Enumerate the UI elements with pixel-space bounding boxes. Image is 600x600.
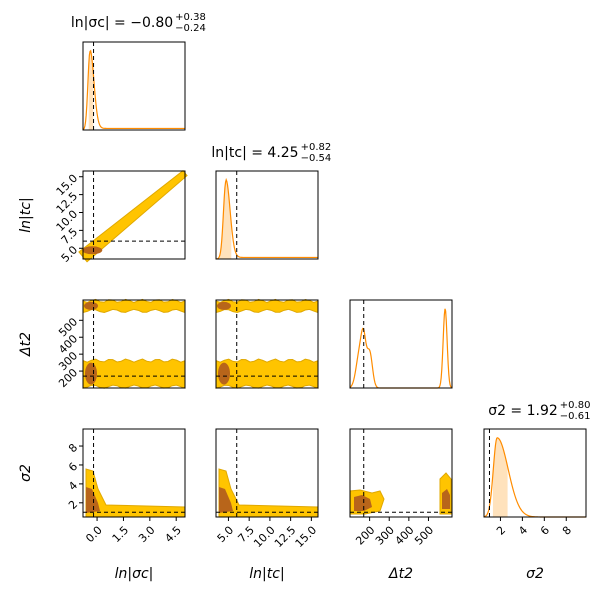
panel-frame [215,428,319,518]
x-tick-label: 0.0 [83,524,105,546]
title-text: ln|tc| = 4.25 [211,145,298,161]
x-tick-label: 4 [516,524,530,538]
contour-inner-bottom [218,362,230,385]
panel-title-ln_sigma_c: ln|σc| = −0.80 +0.38−0.24 [71,12,206,34]
panel-frame [82,170,186,260]
contour-panel-ln_t_c-vs-ln_sigma_c [78,169,188,263]
contour-outer-bottom [215,358,319,389]
x-tick-label: 2 [494,524,508,538]
contour-outer [218,468,319,518]
x-tick-label: 6 [538,524,552,538]
marginal-panel-sigma_2 [483,428,587,518]
contour-outer-top [215,298,319,314]
title-err-minus: −0.54 [301,153,332,164]
title-err-minus: −0.24 [175,23,206,34]
y-tick-label: 8 [66,441,80,455]
contour-panel-delta_t2-vs-ln_sigma_c [82,298,186,389]
panel-title-sigma_2: σ2 = 1.92 +0.80−0.61 [488,400,590,422]
x-axis-label: Δt2 [388,566,413,582]
panel-frame [349,428,453,518]
contour-inner [86,487,100,513]
panel-frame [349,299,453,389]
marginal-density-line [82,49,185,131]
credible-interval-fill [219,179,232,259]
contour-panel-sigma_2-vs-ln_sigma_c [82,428,186,518]
panel-frame [82,41,186,131]
contour-inner-bottom [85,362,97,385]
contour-inner-left [354,495,372,511]
x-tick-label: 300 [373,524,397,548]
contour-panel-sigma_2-vs-ln_t_c [215,428,319,518]
contour-inner-top [84,301,98,310]
credible-interval-fill [492,437,508,517]
y-tick-label: 2 [66,498,80,512]
x-axis-label: ln|σc| [115,566,154,582]
panel-frame [483,428,587,518]
panel-frame [82,299,186,389]
x-tick-label: 1.5 [110,524,132,546]
y-axis-label: Δt2 [18,332,34,357]
title-err-plus: +0.38 [175,12,206,23]
y-tick-label: 4 [66,479,80,493]
y-axis-label: σ2 [18,464,34,482]
x-axis-label: σ2 [526,566,544,582]
contour-inner-top [217,301,231,310]
marginal-density-line [215,177,318,260]
contour-inner-right [442,489,450,509]
x-tick-label: 200 [353,524,377,548]
contour-panel-sigma_2-vs-delta_t2 [349,428,453,518]
x-tick-label: 5.0 [215,524,237,546]
contour-inner [219,487,233,513]
contour-outer-top [82,298,186,314]
x-tick-label: 12.5 [272,524,299,551]
title-err-minus: −0.61 [560,411,591,422]
x-tick-label: 8 [560,524,574,538]
x-axis-sigma_2: 2 4 6 8 σ2 [494,517,574,582]
marginal-panel-ln_t_c [215,170,319,260]
x-tick-label: 15.0 [293,524,320,551]
marginal-panel-delta_t2 [349,299,453,389]
x-tick-label: 3.0 [136,524,158,546]
y-axis-label: ln|tc| [18,197,34,232]
title-err-plus: +0.80 [560,400,591,411]
title-text: ln|σc| = −0.80 [71,15,173,31]
y-tick-label: 500 [56,315,80,339]
x-tick-label: 4.5 [162,524,184,546]
title-text: σ2 = 1.92 [488,403,558,419]
y-axis-ln_t_c: 5.07.510.012.515.0ln|tc| [18,172,83,265]
y-tick-label: 6 [66,460,80,474]
x-axis-ln_t_c: 5.0 7.510.012.515.0ln|tc| [215,517,319,582]
contour-inner [82,246,103,255]
contour-outer [85,468,186,518]
panel-frame [215,170,319,260]
x-tick-label: 500 [412,524,436,548]
x-axis-ln_sigma_c: 0.0 1.5 3.0 4.5 ln|σc| [83,517,184,582]
panel-title-ln_t_c: ln|tc| = 4.25 +0.82−0.54 [211,142,331,164]
x-axis-label: ln|tc| [249,566,284,582]
title-err-plus: +0.82 [301,142,332,153]
marginal-density-line [349,308,453,389]
x-tick-label: 10.0 [251,524,278,551]
panel-frame [215,299,319,389]
contour-panel-delta_t2-vs-ln_t_c [215,298,319,389]
contour-outer-bottom [82,358,186,389]
x-tick-label: 400 [393,524,417,548]
panel-frame [82,428,186,518]
y-axis-sigma_2: 2 4 6 8 σ2 [18,441,83,512]
y-tick-label: 5.0 [59,243,81,265]
credible-interval-fill [88,50,94,130]
marginal-panel-ln_sigma_c [82,41,186,131]
